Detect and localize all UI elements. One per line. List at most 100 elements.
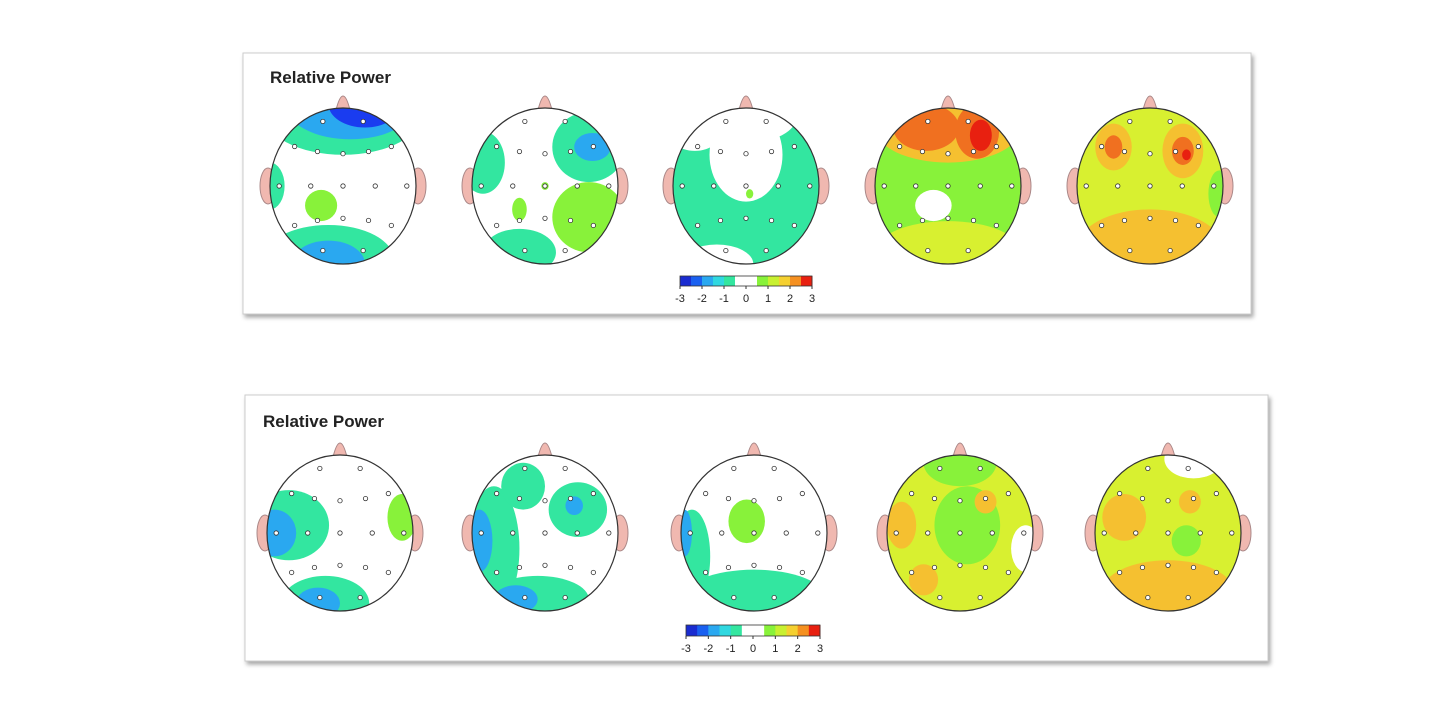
electrode — [799, 490, 805, 497]
colorbar-tick-label: 3 — [817, 643, 823, 655]
electrode — [723, 118, 729, 125]
electrode — [1009, 183, 1015, 189]
colorbar-tick-label: 0 — [743, 293, 749, 305]
electrode — [308, 183, 314, 189]
colorbar-tick-label: -2 — [703, 643, 713, 655]
map-region — [1178, 490, 1201, 514]
electrode — [516, 495, 523, 502]
electrode — [945, 183, 951, 189]
electrode — [510, 530, 516, 536]
electrode — [567, 495, 574, 502]
colorbar-tick-label: -3 — [675, 293, 685, 305]
colorbar-segment — [686, 625, 698, 636]
colorbar-tick-label: 1 — [765, 293, 771, 305]
electrode — [723, 247, 729, 254]
colorbar-segment — [768, 276, 780, 286]
colorbar-segment — [775, 625, 787, 636]
colorbar-tick-label: 3 — [809, 293, 815, 305]
colorbar-segment — [764, 625, 776, 636]
electrode — [1229, 530, 1235, 536]
electrode — [340, 151, 346, 157]
electrode — [1213, 490, 1219, 497]
electrode — [717, 217, 724, 224]
colorbar-tick-label: -3 — [681, 643, 691, 655]
head-map — [670, 442, 838, 612]
map-region — [923, 455, 997, 487]
electrode — [478, 183, 484, 189]
electrode — [925, 530, 931, 536]
electrode — [522, 247, 528, 254]
electrode — [925, 118, 931, 125]
electrode — [590, 222, 596, 229]
electrode — [1165, 498, 1171, 504]
colorbar-tick-label: 2 — [787, 293, 793, 305]
head-map — [259, 95, 427, 265]
electrode — [542, 530, 548, 536]
electrode — [717, 148, 724, 155]
electrode — [771, 594, 777, 601]
electrode — [776, 564, 783, 571]
electrode — [542, 215, 548, 221]
electrode — [919, 148, 926, 155]
electrode — [369, 530, 375, 536]
electrode — [567, 564, 574, 571]
map-fill — [1077, 108, 1223, 264]
colorbar-segment — [697, 625, 709, 636]
electrode — [993, 143, 999, 150]
colorbar-tick-label: -1 — [726, 643, 736, 655]
electrode — [1147, 183, 1153, 189]
electrode — [989, 530, 995, 536]
electrode — [1145, 465, 1151, 472]
electrode — [1147, 151, 1153, 157]
electrode — [273, 530, 279, 536]
map-region — [887, 501, 917, 549]
electrode — [977, 465, 983, 472]
electrode — [945, 215, 951, 221]
electrode — [337, 498, 343, 504]
colorbar-segment — [757, 276, 769, 286]
colorbar-segment — [790, 276, 802, 286]
electrode — [606, 183, 612, 189]
electrode — [982, 564, 989, 571]
electrode — [791, 143, 797, 150]
map-fill — [681, 455, 827, 611]
electrode — [1147, 215, 1153, 221]
electrode — [276, 183, 282, 189]
colorbar-segment — [797, 625, 810, 636]
electrode — [965, 118, 971, 125]
electrode — [1127, 118, 1133, 125]
electrode — [751, 562, 757, 568]
electrode — [314, 217, 321, 224]
electrode — [562, 118, 568, 125]
map-region — [1182, 149, 1191, 161]
colorbar-segment — [730, 625, 743, 636]
colorbar-segment — [724, 276, 736, 286]
electrode — [1021, 530, 1027, 536]
colorbar: -3 -2 -1 0 1 2 3 — [675, 275, 815, 305]
electrode — [1083, 183, 1089, 189]
electrode — [516, 148, 523, 155]
electrode — [751, 498, 757, 504]
electrode — [1115, 183, 1121, 189]
electrode — [574, 183, 580, 189]
electrode — [494, 490, 500, 497]
head-outline — [471, 107, 619, 265]
electrode — [1005, 569, 1011, 576]
electrode — [292, 222, 298, 229]
map-region — [482, 228, 556, 264]
head-outline — [672, 107, 820, 265]
electrode — [799, 569, 805, 576]
electrode — [365, 217, 372, 224]
electrode — [731, 594, 737, 601]
electrode — [311, 495, 318, 502]
electrode — [1165, 562, 1171, 568]
electrode — [385, 569, 391, 576]
electrode — [913, 183, 919, 189]
electrode — [1139, 495, 1146, 502]
electrode — [317, 594, 323, 601]
electrode — [1197, 530, 1203, 536]
electrode — [360, 247, 366, 254]
electrode — [542, 183, 548, 189]
electrode — [909, 569, 915, 576]
colorbar-segment — [719, 625, 732, 636]
